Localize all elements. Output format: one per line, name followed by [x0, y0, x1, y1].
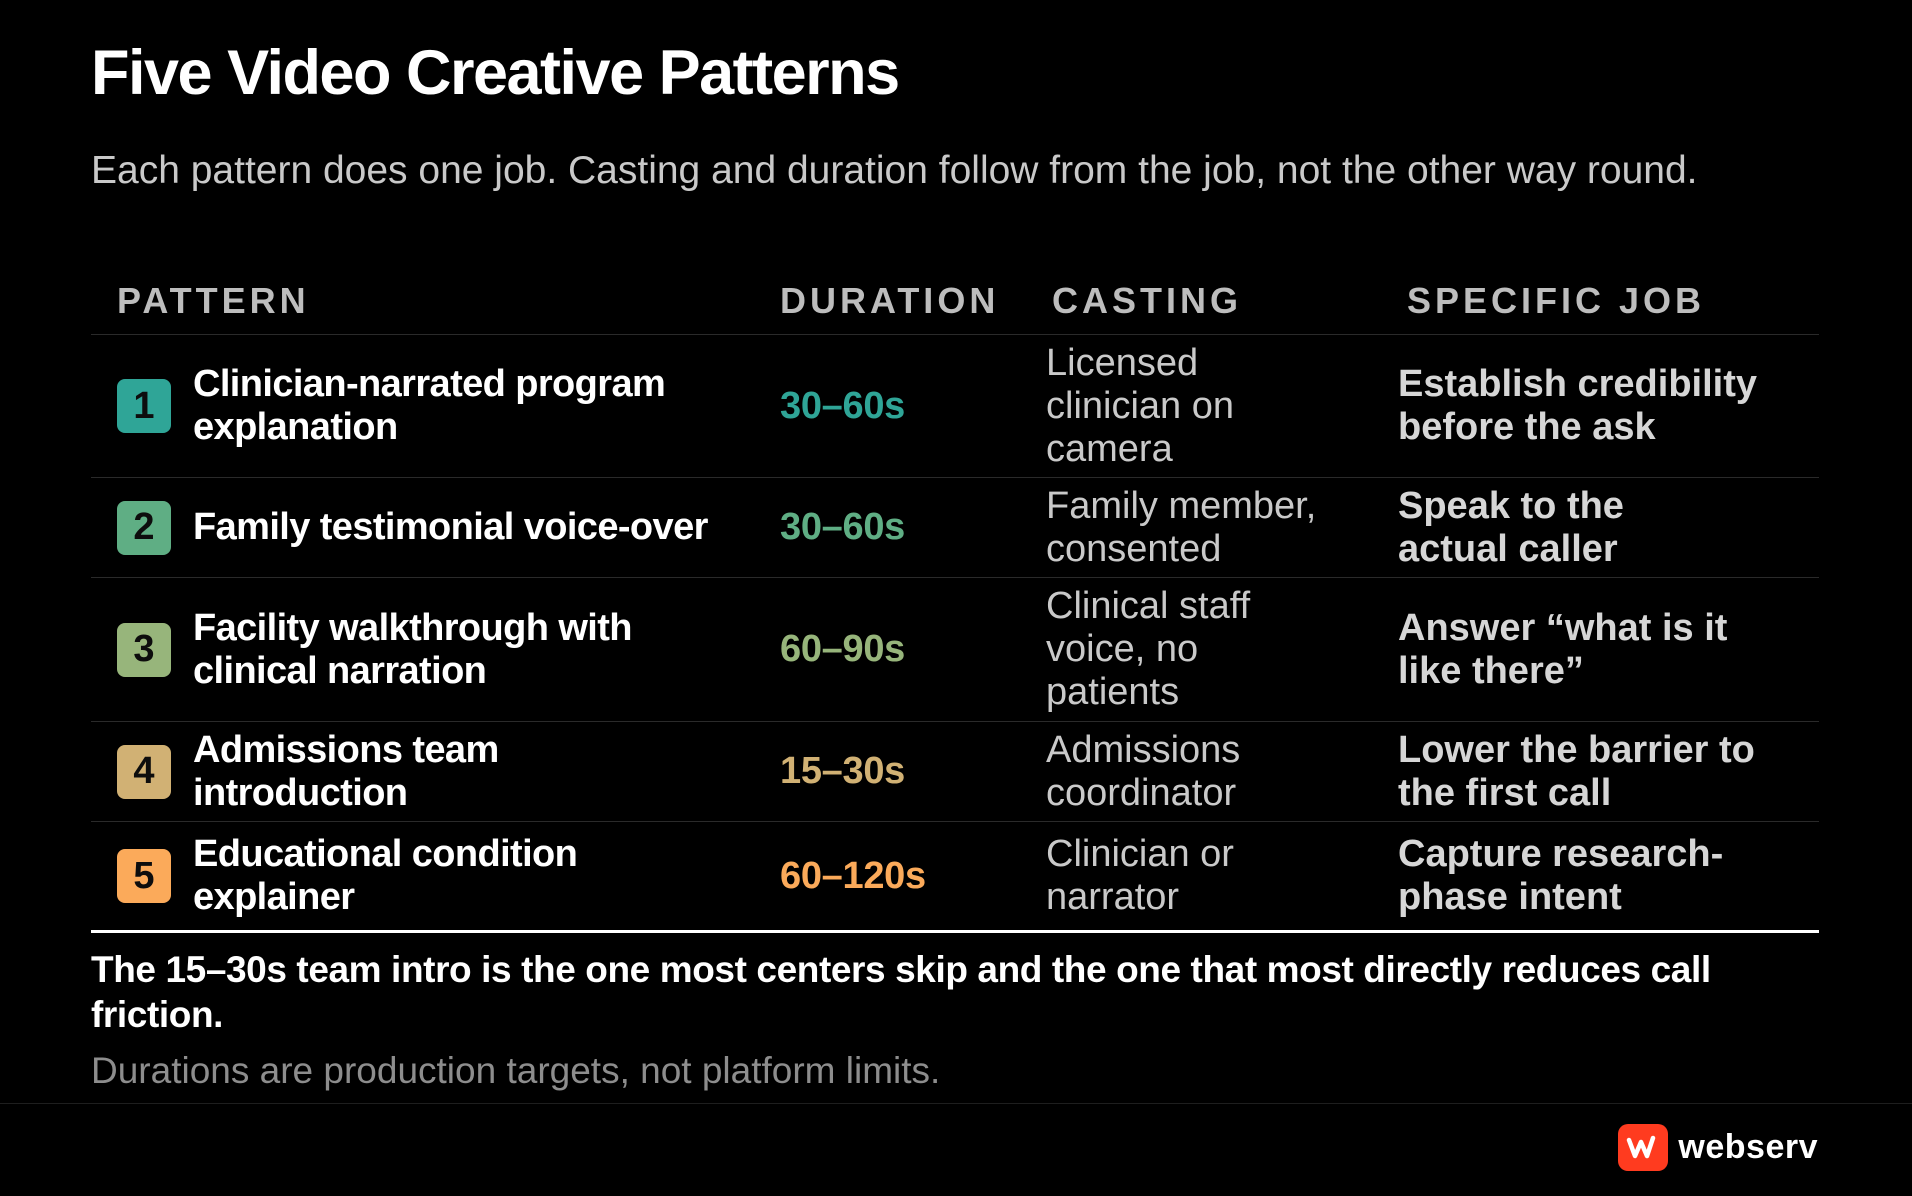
- job-value: Speak to the actual caller: [1398, 484, 1624, 570]
- webserv-logo-icon: [1618, 1124, 1669, 1171]
- table-row: 4 Admissions team introduction 15–30s Ad…: [91, 722, 1819, 822]
- pattern-cell: 5 Educational condition explainer: [91, 833, 777, 919]
- pattern-name: Educational condition explainer: [193, 833, 578, 918]
- duration-value: 60–120s: [780, 854, 926, 897]
- number-badge: 5: [117, 849, 171, 903]
- job-value: Answer “what is it like there”: [1398, 606, 1728, 692]
- casting-value: Licensed clinician on camera: [1046, 341, 1234, 470]
- pattern-name: Clinician-narrated program explanation: [193, 363, 666, 448]
- casting-value: Clinical staff voice, no patients: [1046, 585, 1251, 713]
- table-row: 3 Facility walkthrough with clinical nar…: [91, 578, 1819, 722]
- brand-name: webserv: [1678, 1128, 1818, 1166]
- footer-divider: [0, 1103, 1912, 1104]
- duration-value: 30–60s: [780, 506, 906, 548]
- table-row: 5 Educational condition explainer 60–120…: [91, 822, 1819, 933]
- pattern-name: Admissions team introduction: [193, 728, 499, 814]
- casting-value: Admissions coordinator: [1046, 728, 1241, 814]
- patterns-table: PATTERN DURATION CASTING SPECIFIC JOB 1 …: [91, 270, 1819, 933]
- duration-value: 15–30s: [780, 750, 906, 792]
- table-header: PATTERN DURATION CASTING SPECIFIC JOB: [91, 270, 1819, 335]
- number-badge: 1: [117, 379, 171, 433]
- number-badge: 3: [117, 622, 171, 677]
- pattern-cell: 3 Facility walkthrough with clinical nar…: [91, 607, 777, 693]
- pattern-cell: 2 Family testimonial voice-over: [91, 500, 777, 555]
- number-badge: 2: [117, 500, 171, 555]
- header-casting: CASTING: [1052, 280, 1242, 321]
- header-specific-job: SPECIFIC JOB: [1407, 280, 1706, 321]
- duration-value: 60–90s: [780, 628, 906, 670]
- pattern-name: Family testimonial voice-over: [193, 506, 708, 548]
- page-subtitle: Each pattern does one job. Casting and d…: [91, 149, 1698, 192]
- table-row: 1 Clinician-narrated program explanation…: [91, 335, 1819, 478]
- callout-text: The 15–30s team intro is the one most ce…: [91, 949, 1711, 1035]
- duration-value: 30–60s: [780, 384, 906, 427]
- casting-value: Family member, consented: [1046, 484, 1317, 570]
- table-row: 2 Family testimonial voice-over 30–60s F…: [91, 478, 1819, 578]
- header-pattern: PATTERN: [117, 280, 310, 321]
- pattern-cell: 4 Admissions team introduction: [91, 729, 777, 815]
- header-duration: DURATION: [780, 280, 1000, 321]
- job-value: Establish credibility before the ask: [1398, 363, 1757, 448]
- footnote-text: Durations are production targets, not pl…: [91, 1050, 941, 1091]
- pattern-name: Facility walkthrough with clinical narra…: [193, 606, 633, 692]
- casting-value: Clinician or narrator: [1046, 833, 1234, 918]
- job-value: Capture research-phase intent: [1398, 833, 1724, 918]
- brand-logo: webserv: [1618, 1124, 1818, 1171]
- job-value: Lower the barrier to the first call: [1398, 728, 1755, 814]
- page-title: Five Video Creative Patterns: [91, 38, 900, 108]
- number-badge: 4: [117, 744, 171, 799]
- pattern-cell: 1 Clinician-narrated program explanation: [91, 363, 777, 449]
